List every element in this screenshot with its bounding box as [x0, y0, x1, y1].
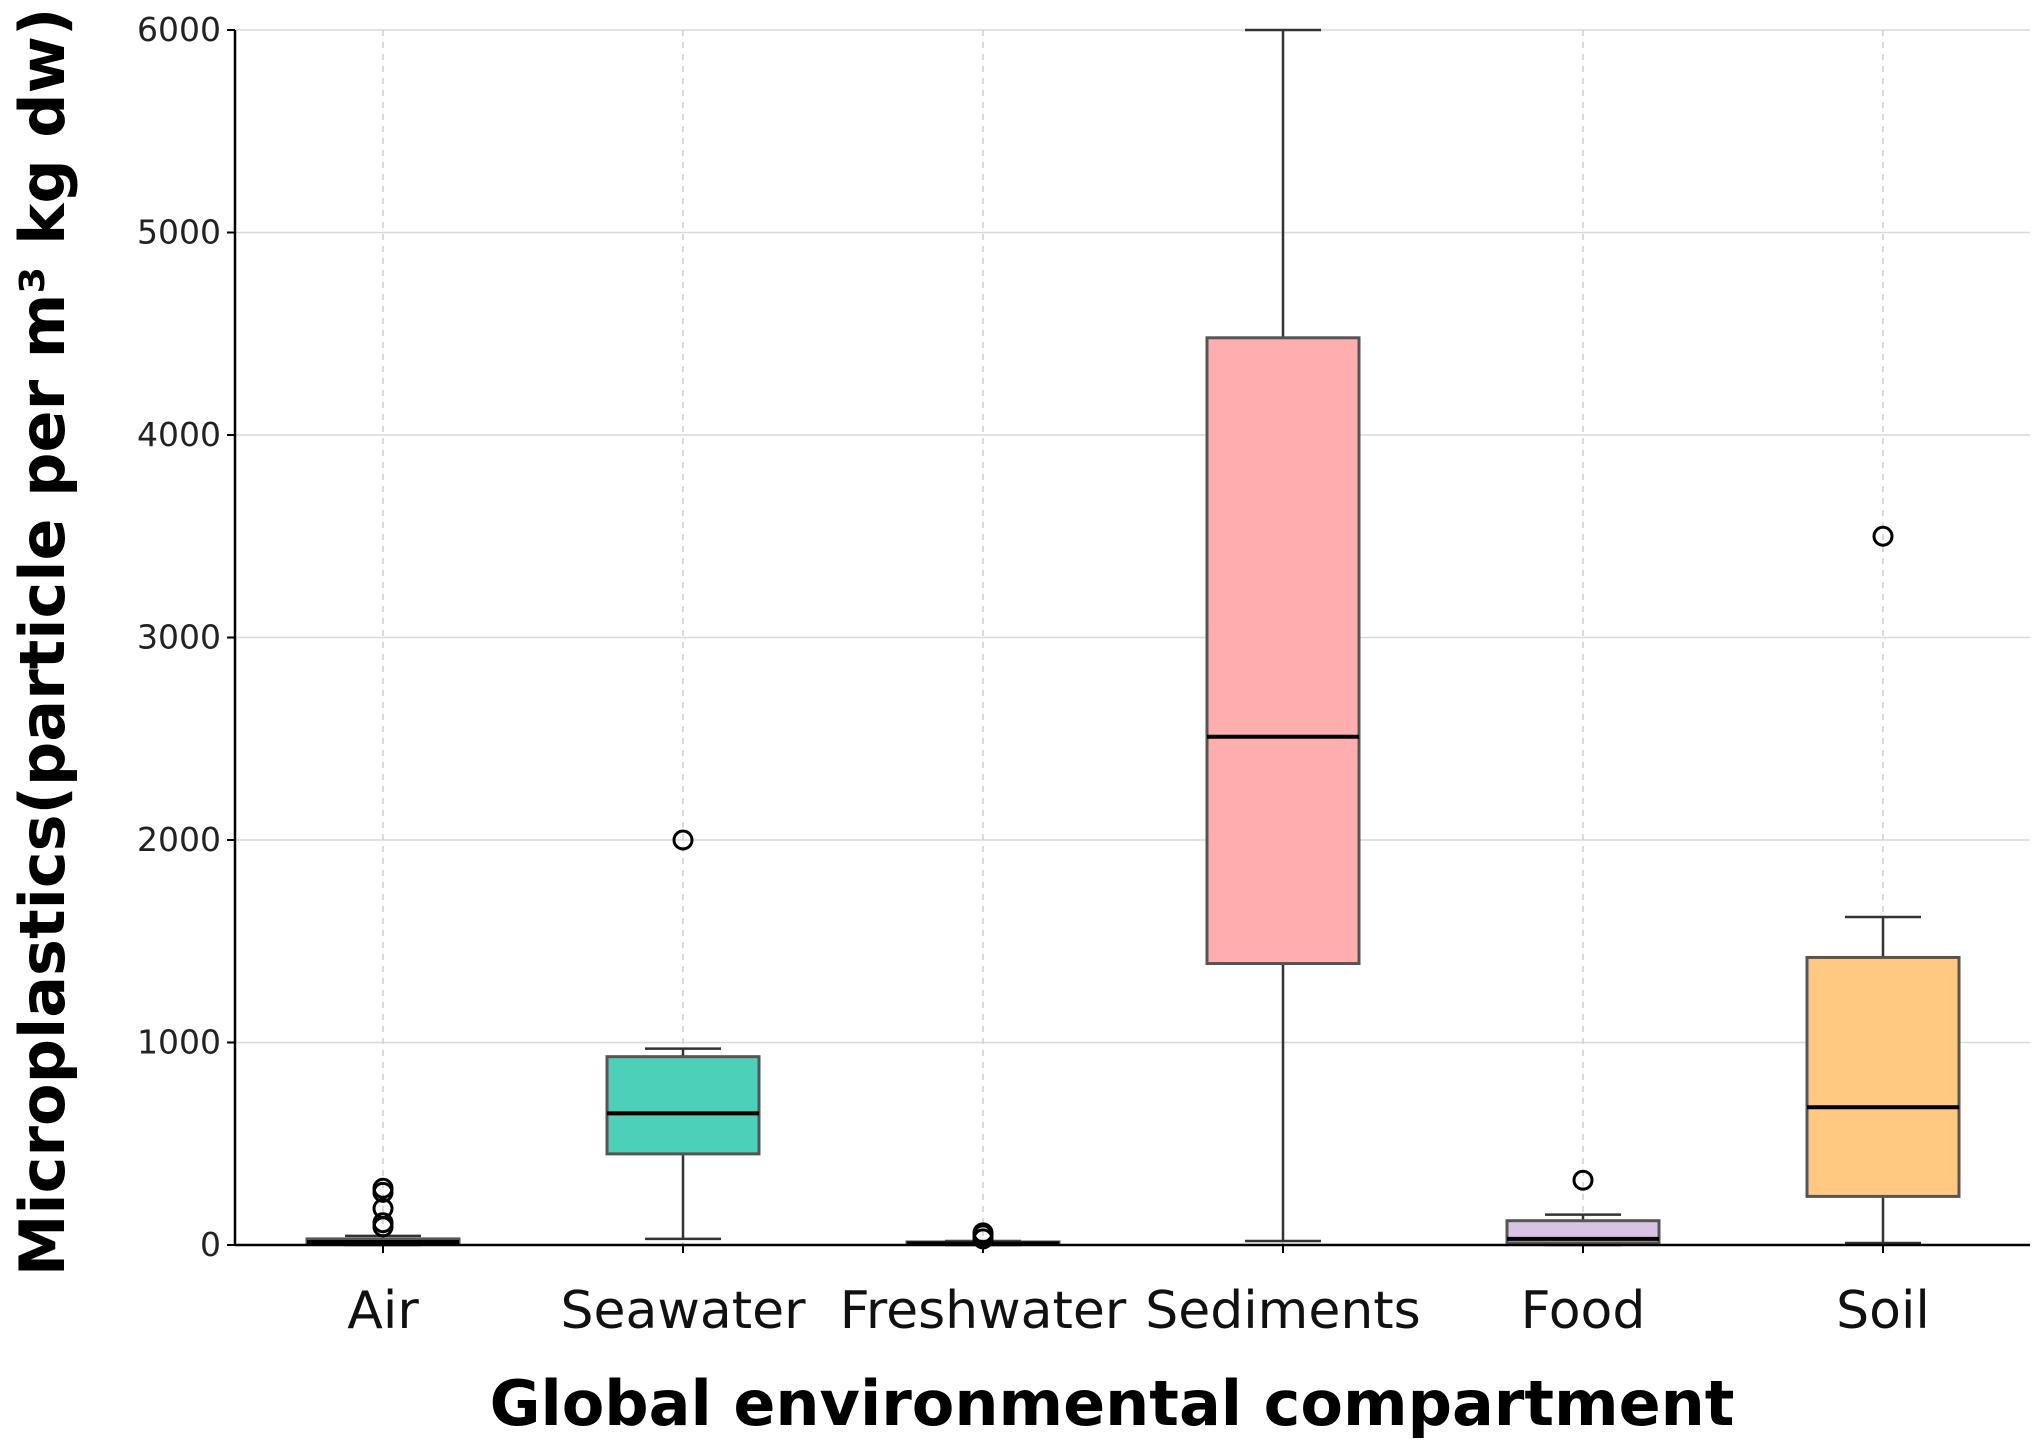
x-category-label: Seawater [560, 1281, 806, 1341]
x-axis-title: Global environmental compartment [490, 1367, 1735, 1440]
box-series [305, 28, 1961, 1250]
x-category-label: Freshwater [840, 1281, 1127, 1341]
axes [227, 29, 2030, 1253]
outlier-point [672, 829, 694, 851]
iqr-box [605, 1055, 761, 1156]
x-category-label: Food [1521, 1281, 1646, 1341]
box-soil [1805, 525, 1961, 1245]
box-air [305, 1177, 461, 1247]
y-tick-label: 3000 [137, 618, 221, 657]
y-axis-title: Microplastics(particle per m³ kg dw) [6, 8, 79, 1277]
tick-labels: 0 1000 2000 3000 4000 5000 6000 Air Seawater Fres… [137, 10, 1930, 1341]
y-tick-label: 2000 [137, 820, 221, 859]
iqr-box [1805, 955, 1961, 1198]
y-tick-label: 0 [200, 1225, 221, 1264]
outlier-point [1572, 1169, 1594, 1191]
y-tick-label: 4000 [137, 415, 221, 454]
outlier-point [972, 1222, 994, 1244]
x-category-label: Soil [1836, 1281, 1930, 1341]
y-tick-label: 1000 [137, 1023, 221, 1062]
iqr-box [1205, 336, 1361, 966]
outlier-point [372, 1198, 394, 1220]
box-sediments [1205, 28, 1361, 1243]
x-category-label: Sediments [1145, 1281, 1421, 1341]
box-seawater [605, 829, 761, 1241]
outlier-point [372, 1177, 394, 1199]
y-tick-label: 6000 [137, 10, 221, 49]
outlier-point [372, 1212, 394, 1234]
y-tick-label: 5000 [137, 213, 221, 252]
x-category-label: Air [347, 1281, 419, 1341]
outlier-point [1872, 525, 1894, 547]
gridlines [235, 29, 2030, 1246]
